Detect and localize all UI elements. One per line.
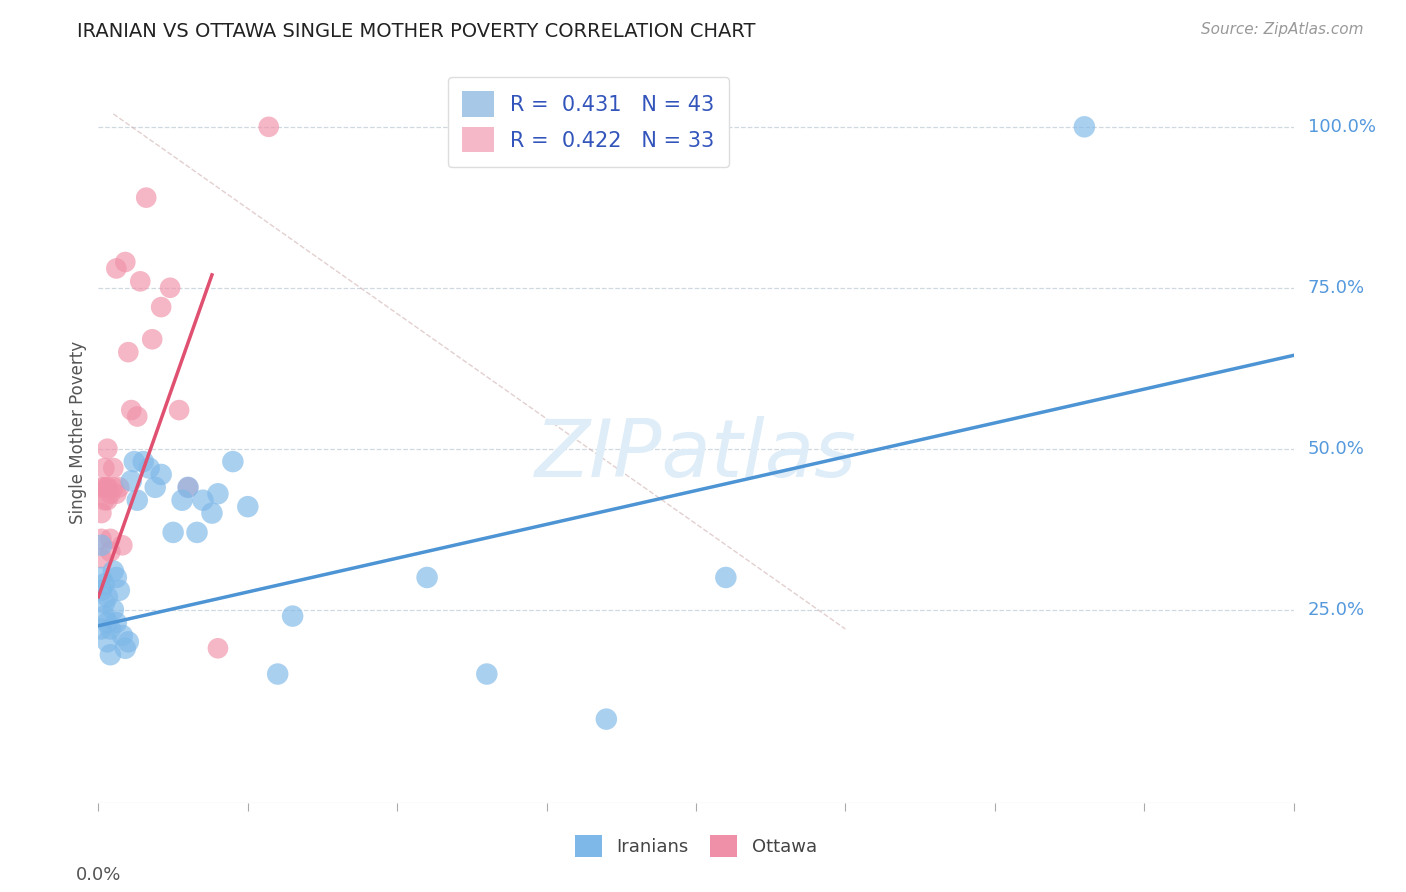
- Point: [191, 493, 214, 508]
- Point: [124, 454, 146, 468]
- Point: [98, 532, 122, 546]
- Point: [177, 480, 200, 494]
- Point: [98, 622, 122, 636]
- Point: [103, 480, 125, 494]
- Point: [98, 648, 122, 662]
- Point: [143, 480, 166, 494]
- Point: [714, 570, 737, 584]
- Point: [172, 493, 194, 508]
- Point: [93, 596, 115, 610]
- Point: [93, 577, 115, 591]
- Point: [96, 493, 118, 508]
- Point: [98, 545, 122, 559]
- Point: [105, 261, 128, 276]
- Point: [90, 551, 112, 566]
- Point: [135, 191, 157, 205]
- Point: [96, 590, 118, 604]
- Text: IRANIAN VS OTTAWA SINGLE MOTHER POVERTY CORRELATION CHART: IRANIAN VS OTTAWA SINGLE MOTHER POVERTY …: [77, 22, 756, 41]
- Y-axis label: Single Mother Poverty: Single Mother Poverty: [69, 341, 87, 524]
- Point: [138, 461, 160, 475]
- Point: [108, 480, 131, 494]
- Point: [93, 461, 115, 475]
- Point: [117, 635, 139, 649]
- Text: 25.0%: 25.0%: [1308, 600, 1365, 619]
- Text: 0.0%: 0.0%: [76, 866, 121, 884]
- Point: [159, 281, 181, 295]
- Point: [207, 487, 229, 501]
- Point: [111, 538, 134, 552]
- Point: [90, 532, 112, 546]
- Point: [96, 635, 118, 649]
- Point: [114, 255, 136, 269]
- Point: [90, 480, 112, 494]
- Point: [117, 345, 139, 359]
- Point: [90, 583, 112, 598]
- Point: [186, 525, 208, 540]
- Point: [93, 480, 115, 494]
- Point: [96, 480, 118, 494]
- Point: [93, 609, 115, 624]
- Point: [141, 332, 163, 346]
- Text: 50.0%: 50.0%: [1308, 440, 1365, 458]
- Point: [105, 570, 128, 584]
- Point: [129, 274, 152, 288]
- Point: [114, 641, 136, 656]
- Point: [150, 300, 173, 314]
- Point: [105, 615, 128, 630]
- Point: [475, 667, 498, 681]
- Point: [127, 493, 149, 508]
- Point: [90, 622, 112, 636]
- Point: [90, 538, 112, 552]
- Point: [150, 467, 173, 482]
- Point: [96, 442, 118, 456]
- Point: [90, 506, 112, 520]
- Point: [120, 474, 142, 488]
- Point: [257, 120, 280, 134]
- Point: [1073, 120, 1095, 134]
- Point: [127, 409, 149, 424]
- Point: [167, 403, 190, 417]
- Point: [103, 602, 125, 616]
- Point: [120, 403, 142, 417]
- Point: [201, 506, 224, 520]
- Point: [96, 615, 118, 630]
- Point: [281, 609, 304, 624]
- Point: [132, 454, 155, 468]
- Point: [108, 583, 131, 598]
- Point: [222, 454, 245, 468]
- Point: [93, 493, 115, 508]
- Point: [236, 500, 259, 514]
- Text: Source: ZipAtlas.com: Source: ZipAtlas.com: [1201, 22, 1364, 37]
- Point: [162, 525, 184, 540]
- Text: ZIPatlas: ZIPatlas: [534, 416, 858, 494]
- Text: 75.0%: 75.0%: [1308, 279, 1365, 297]
- Point: [90, 570, 112, 584]
- Point: [207, 641, 229, 656]
- Point: [103, 564, 125, 578]
- Point: [98, 487, 122, 501]
- Point: [416, 570, 439, 584]
- Legend: Iranians, Ottawa: Iranians, Ottawa: [568, 828, 824, 864]
- Point: [103, 461, 125, 475]
- Point: [111, 628, 134, 642]
- Text: 100.0%: 100.0%: [1308, 118, 1376, 136]
- Point: [96, 480, 118, 494]
- Point: [267, 667, 290, 681]
- Point: [177, 480, 200, 494]
- Point: [595, 712, 617, 726]
- Point: [105, 487, 128, 501]
